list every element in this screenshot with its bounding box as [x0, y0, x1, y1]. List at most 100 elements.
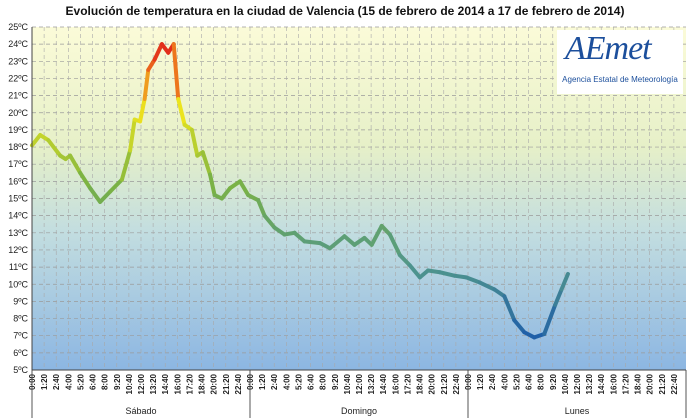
x-tick-label: 8:00 — [101, 373, 110, 390]
temperature-segment — [176, 97, 187, 127]
aemet-logo: AEmet Agencia Estatal de Meteorología — [557, 30, 683, 94]
x-tick-label: 13:20 — [585, 373, 594, 394]
x-tick-label: 18:40 — [198, 373, 207, 394]
x-tick-label: 22:40 — [234, 373, 243, 394]
x-tick-label: 18:40 — [416, 373, 425, 394]
temperature-segment — [146, 57, 157, 72]
temperature-segment — [152, 42, 164, 62]
temperature-segment — [128, 117, 137, 153]
temperature-segment — [272, 225, 287, 237]
logo-subtitle: Agencia Estatal de Meteorología — [562, 75, 678, 84]
x-tick-label: 6:40 — [525, 373, 534, 390]
temperature-segment — [387, 232, 402, 258]
y-tick-label: 23ºC — [8, 56, 28, 66]
day-label: Lunes — [565, 406, 590, 416]
x-tick-label: 16:00 — [609, 373, 618, 394]
temperature-segment — [46, 138, 63, 158]
x-tick-label: 22:40 — [452, 373, 461, 394]
temperature-segment — [238, 179, 251, 198]
x-tick-label: 5:20 — [512, 373, 521, 390]
x-tick-label: 13:20 — [149, 373, 158, 394]
y-tick-label: 19ºC — [8, 125, 28, 135]
x-tick-label: 12:00 — [355, 373, 364, 394]
x-tick-label: 1:20 — [476, 373, 485, 390]
x-tick-label: 17:20 — [621, 373, 630, 394]
x-tick-label: 8:00 — [319, 373, 328, 390]
x-tick-label: 18:40 — [634, 373, 643, 394]
x-tick-label: 16:00 — [391, 373, 400, 394]
x-tick-label: 6:40 — [89, 373, 98, 390]
temperature-segment — [559, 271, 570, 292]
y-tick-label: 7ºC — [13, 331, 28, 341]
temperature-segment — [171, 42, 181, 102]
temperature-segment — [68, 153, 83, 175]
x-tick-label: 13:20 — [367, 373, 376, 394]
temperature-segment — [142, 67, 151, 102]
x-tick-label: 20:00 — [210, 373, 219, 394]
temperature-segment — [98, 189, 113, 204]
temperature-segment — [477, 280, 497, 292]
temperature-segment — [407, 263, 422, 280]
temperature-segment — [138, 97, 147, 124]
x-tick-label: 4:00 — [64, 373, 73, 390]
day-label: Domingo — [341, 406, 377, 416]
temperature-segment — [208, 172, 217, 198]
y-tick-label: 21ºC — [8, 91, 28, 101]
x-tick-label: 14:40 — [379, 373, 388, 394]
temperature-segment — [119, 148, 133, 182]
temperature-segment — [437, 270, 457, 278]
y-tick-label: 12ºC — [8, 245, 28, 255]
chart-title: Evolución de temperatura en la ciudad de… — [65, 4, 625, 18]
temperature-segment — [397, 253, 412, 268]
x-tick-label: 14:40 — [161, 373, 170, 394]
x-tick-label: 2:40 — [270, 373, 279, 390]
temperature-segment — [88, 186, 103, 204]
logo-word: AEmet — [565, 30, 652, 67]
temperature-segment — [228, 179, 243, 191]
temperature-segment — [108, 177, 124, 194]
y-tick-label: 15ºC — [8, 194, 28, 204]
y-tick-label: 22ºC — [8, 73, 28, 83]
temperature-segment — [464, 275, 482, 285]
temperature-segment — [492, 287, 507, 299]
temperature-segment — [502, 294, 517, 323]
temperature-segment — [292, 230, 307, 244]
temperature-segment — [369, 223, 384, 247]
y-tick-label: 16ºC — [8, 176, 28, 186]
x-tick-label: 1:20 — [40, 373, 49, 390]
y-tick-label: 25ºC — [8, 22, 28, 32]
temperature-segment — [78, 170, 93, 191]
y-tick-label: 6ºC — [13, 348, 28, 358]
x-tick-label: 2:40 — [52, 373, 61, 390]
x-tick-label: 10:40 — [561, 373, 570, 394]
x-tick-label: 12:00 — [573, 373, 582, 394]
temperature-segment — [553, 287, 564, 307]
temperature-segment — [352, 235, 367, 247]
x-tick-label: 20:00 — [646, 373, 655, 394]
x-tick-label: 9:20 — [113, 373, 122, 390]
x-tick-label: 2:40 — [488, 373, 497, 390]
y-tick-label: 5ºC — [13, 365, 28, 375]
y-tick-label: 18ºC — [8, 142, 28, 152]
temperature-segment — [200, 150, 213, 177]
x-tick-label: 9:20 — [549, 373, 558, 390]
temperature-segment — [302, 239, 322, 246]
y-tick-label: 9ºC — [13, 296, 28, 306]
y-tick-label: 10ºC — [8, 279, 28, 289]
x-tick-label: 21:20 — [222, 373, 231, 394]
temperature-segment — [262, 213, 277, 230]
x-tick-label: 4:00 — [500, 373, 509, 390]
x-tick-label: 20:00 — [428, 373, 437, 394]
x-tick-label: 21:20 — [658, 373, 667, 394]
x-tick-label: 5:20 — [76, 373, 85, 390]
x-tick-label: 10:40 — [343, 373, 352, 394]
temperature-segment — [327, 234, 347, 251]
y-tick-label: 20ºC — [8, 108, 28, 118]
temperature-segment — [256, 198, 267, 218]
x-tick-label: 22:40 — [670, 373, 679, 394]
y-tick-label: 13ºC — [8, 228, 28, 238]
x-tick-label: 6:40 — [307, 373, 316, 390]
y-tick-label: 14ºC — [8, 211, 28, 221]
x-tick-label: 1:20 — [258, 373, 267, 390]
x-tick-label: 8:00 — [537, 373, 546, 390]
